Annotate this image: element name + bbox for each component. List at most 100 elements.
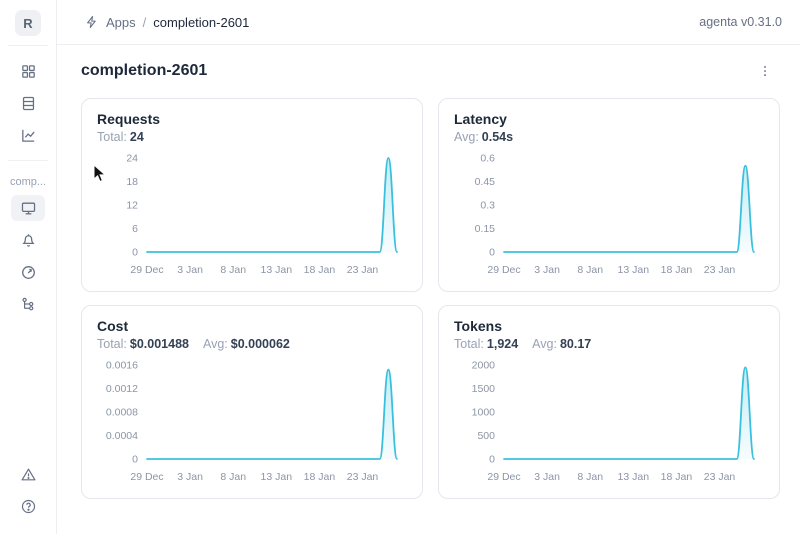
- sidebar-item-alerts[interactable]: [11, 461, 45, 487]
- cost-line-chart: 0 0.0004 0.0008 0.0012 0.0016 29 Dec 3 Jan 8 Ja…: [106, 360, 398, 483]
- x-tick-label: 3 Jan: [534, 264, 560, 276]
- line-series: [146, 157, 398, 253]
- apps-grid-icon: [20, 63, 37, 80]
- y-tick-label: 0.3: [480, 200, 495, 212]
- x-tick-label: 13 Jan: [261, 471, 293, 483]
- x-tick-label: 8 Jan: [220, 264, 246, 276]
- metric-card-latency: Latency Avg: 0.54s 0 0.15 0.3 0.45 0.6 29 Dec 3…: [438, 98, 780, 292]
- card-title: Cost: [97, 318, 129, 334]
- breadcrumb-apps-link[interactable]: Apps: [106, 14, 136, 30]
- x-tick-label: 18 Jan: [661, 264, 693, 276]
- bell-icon: [20, 232, 37, 249]
- workspace-avatar[interactable]: R: [15, 10, 41, 36]
- x-tick-label: 3 Jan: [177, 264, 203, 276]
- area-fill: [736, 165, 754, 252]
- x-tick-label: 18 Jan: [304, 264, 336, 276]
- sidebar-item-overview[interactable]: [11, 195, 45, 221]
- app-version: agenta v0.31.0: [699, 15, 782, 29]
- y-tick-label: 0: [132, 454, 138, 466]
- stat: Avg: $0.000062: [202, 337, 290, 351]
- x-tick-label: 13 Jan: [618, 264, 650, 276]
- y-tick-label: 0: [489, 247, 495, 259]
- sidebar-item-traces[interactable]: [11, 291, 45, 317]
- y-tick-label: 0.0004: [106, 430, 138, 442]
- y-tick-label: 0.6: [480, 153, 495, 165]
- breadcrumb: Apps / completion-2601: [85, 15, 249, 30]
- y-tick-label: 12: [126, 200, 138, 212]
- latency-chart[interactable]: 0 0.15 0.3 0.45 0.6 29 Dec 3 Jan 8 Jan 13 Jan 18 …: [454, 148, 764, 286]
- gauge-icon: [20, 264, 37, 281]
- requests-line-chart: 0 6 12 18 24 29 Dec 3 Jan 8 Jan 13 Jan 18 Jan 23 J…: [126, 153, 398, 276]
- card-title: Tokens: [454, 318, 502, 334]
- stat: Total: 1,924: [454, 337, 519, 351]
- tokens-line-chart: 0 500 1000 1500 2000 29 Dec 3 Jan 8 Jan 13 Jan 18…: [472, 360, 755, 483]
- stat: Total: 24: [97, 130, 144, 144]
- monitor-icon: [20, 200, 37, 217]
- x-tick-label: 3 Jan: [177, 471, 203, 483]
- card-title: Latency: [454, 111, 507, 127]
- x-tick-label: 29 Dec: [130, 471, 163, 483]
- tokens-chart[interactable]: 0 500 1000 1500 2000 29 Dec 3 Jan 8 Jan 13 Jan 18…: [454, 355, 764, 493]
- x-tick-label: 23 Jan: [347, 471, 379, 483]
- y-tick-label: 1000: [472, 407, 496, 419]
- sidebar-item-apps[interactable]: [11, 58, 45, 84]
- x-tick-label: 23 Jan: [704, 264, 736, 276]
- sidebar-divider: [8, 160, 48, 161]
- top-bar: Apps / completion-2601 agenta v0.31.0: [57, 0, 800, 45]
- area-fill: [379, 369, 397, 459]
- alert-triangle-icon: [20, 466, 37, 483]
- x-tick-label: 23 Jan: [347, 264, 379, 276]
- kebab-menu-icon[interactable]: [754, 60, 776, 82]
- x-tick-label: 8 Jan: [220, 471, 246, 483]
- y-tick-label: 0.0012: [106, 383, 138, 395]
- y-tick-label: 500: [477, 430, 495, 442]
- help-icon: [20, 498, 37, 515]
- card-title: Requests: [97, 111, 161, 127]
- stat: Avg: 80.17: [532, 337, 592, 351]
- x-tick-label: 29 Dec: [130, 264, 163, 276]
- y-tick-label: 0: [489, 454, 495, 466]
- metric-card-tokens: Tokens Total: 1,924 Avg: 80.17 0 500 1000 1500…: [438, 305, 780, 499]
- breadcrumb-current: completion-2601: [153, 14, 250, 30]
- y-tick-label: 0.45: [475, 176, 496, 188]
- card-stats: Avg: 0.54s: [454, 130, 764, 144]
- sidebar-item-registry[interactable]: [11, 90, 45, 116]
- x-tick-label: 8 Jan: [577, 264, 603, 276]
- y-tick-label: 0.0016: [106, 360, 138, 372]
- x-tick-label: 8 Jan: [577, 471, 603, 483]
- x-tick-label: 13 Jan: [261, 264, 293, 276]
- cost-chart[interactable]: 0 0.0004 0.0008 0.0012 0.0016 29 Dec 3 Jan 8 Ja…: [97, 355, 407, 493]
- metrics-grid: Requests Total: 24 0 6 12 18 24 29 Dec 3 Jan 8 J…: [81, 98, 780, 499]
- sidebar: R comp...: [0, 0, 57, 534]
- sidebar-item-analytics[interactable]: [11, 122, 45, 148]
- table-rows-icon: [20, 95, 37, 112]
- sidebar-divider: [8, 45, 48, 46]
- line-series: [503, 164, 755, 253]
- y-tick-label: 0: [132, 247, 138, 259]
- stat: Avg: 0.54s: [454, 130, 514, 144]
- area-fill: [736, 367, 754, 459]
- line-series: [146, 368, 398, 460]
- y-tick-label: 24: [126, 153, 138, 165]
- sidebar-item-dashboard[interactable]: [11, 259, 45, 285]
- card-stats: Total: 1,924 Avg: 80.17: [454, 337, 764, 351]
- x-tick-label: 18 Jan: [304, 471, 336, 483]
- x-tick-label: 23 Jan: [704, 471, 736, 483]
- x-tick-label: 13 Jan: [618, 471, 650, 483]
- sidebar-app-label: comp...: [9, 176, 47, 188]
- metric-card-cost: Cost Total: $0.001488 Avg: $0.000062 0 0.000…: [81, 305, 423, 499]
- x-tick-label: 29 Dec: [487, 471, 520, 483]
- card-stats: Total: 24: [97, 130, 407, 144]
- y-tick-label: 0.0008: [106, 407, 138, 419]
- page-title: completion-2601: [81, 62, 208, 79]
- line-chart-icon: [20, 127, 37, 144]
- sidebar-item-help[interactable]: [11, 493, 45, 519]
- content: completion-2601 Requests Total: 24 0 6 12 18…: [57, 45, 800, 534]
- sidebar-item-notifications[interactable]: [11, 227, 45, 253]
- breadcrumb-separator: /: [142, 14, 147, 30]
- x-tick-label: 29 Dec: [487, 264, 520, 276]
- latency-line-chart: 0 0.15 0.3 0.45 0.6 29 Dec 3 Jan 8 Jan 13 Jan 18 …: [475, 153, 755, 276]
- requests-chart[interactable]: 0 6 12 18 24 29 Dec 3 Jan 8 Jan 13 Jan 18 Jan 23 J…: [97, 148, 407, 286]
- area-fill: [379, 158, 397, 252]
